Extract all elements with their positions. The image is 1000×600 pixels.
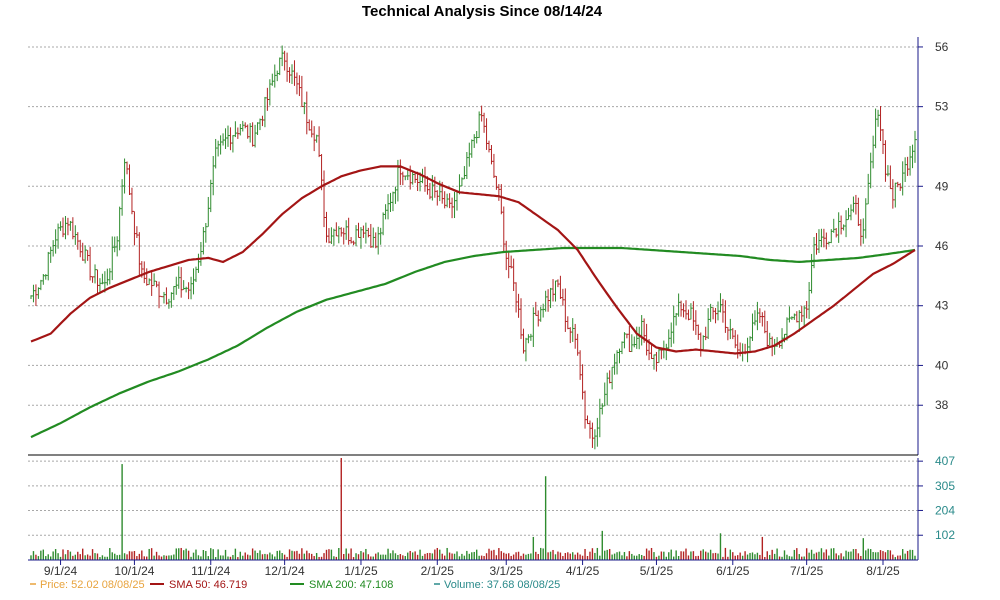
sma-layer: [30, 165, 916, 439]
grid-layer: [28, 46, 918, 536]
legend: Price: 52.02 08/08/25 SMA 50: 46.719 SMA 2…: [30, 579, 560, 591]
legend-item: SMA 200: 47.108: [290, 579, 393, 591]
price-tick-label: 56: [935, 40, 949, 54]
sma-200-line: [30, 246, 916, 439]
sma-50-line: [30, 165, 916, 355]
x-tick-label: 6/1/25: [716, 564, 750, 578]
legend-label: SMA 200: 47.108: [309, 579, 393, 591]
axis-layer: 38 40 43 46 49 53 56 102 204 305 407 9/1/24 10/1/24 1…: [28, 37, 955, 578]
price-tick-label: 46: [935, 239, 949, 253]
x-tick-label: 5/1/25: [640, 564, 674, 578]
x-tick-label: 3/1/25: [490, 564, 524, 578]
price-tick-label: 43: [935, 299, 949, 313]
x-tick-label: 9/1/24: [44, 564, 78, 578]
price-tick-label: 53: [935, 100, 949, 114]
x-tick-label: 10/1/24: [114, 564, 154, 578]
x-tick-label: 2/1/25: [421, 564, 455, 578]
legend-item: SMA 50: 46.719: [150, 579, 247, 591]
legend-label: Price: 52.02 08/08/25: [40, 579, 145, 591]
volume-tick-label: 305: [935, 479, 955, 493]
legend-item: Price: 52.02 08/08/25: [30, 579, 145, 591]
legend-label: SMA 50: 46.719: [169, 579, 247, 591]
legend-item: Volume: 37.68 08/08/25: [434, 579, 560, 591]
legend-label: Volume: 37.68 08/08/25: [444, 579, 560, 591]
x-tick-label: 12/1/24: [265, 564, 305, 578]
price-tick-label: 49: [935, 179, 949, 193]
x-tick-label: 8/1/25: [866, 564, 900, 578]
price-tick-label: 40: [935, 358, 949, 372]
x-tick-label: 1/1/25: [344, 564, 378, 578]
price-tick-label: 38: [935, 398, 949, 412]
volume-tick-label: 102: [935, 528, 955, 542]
x-tick-label: 7/1/25: [790, 564, 824, 578]
x-tick-label: 4/1/25: [566, 564, 600, 578]
volume-layer: [30, 458, 916, 560]
volume-tick-label: 407: [935, 454, 955, 468]
price-layer: [30, 45, 917, 450]
chart-title: Technical Analysis Since 08/14/24: [362, 3, 603, 20]
volume-tick-label: 204: [935, 503, 955, 517]
x-tick-label: 11/1/24: [191, 564, 230, 578]
